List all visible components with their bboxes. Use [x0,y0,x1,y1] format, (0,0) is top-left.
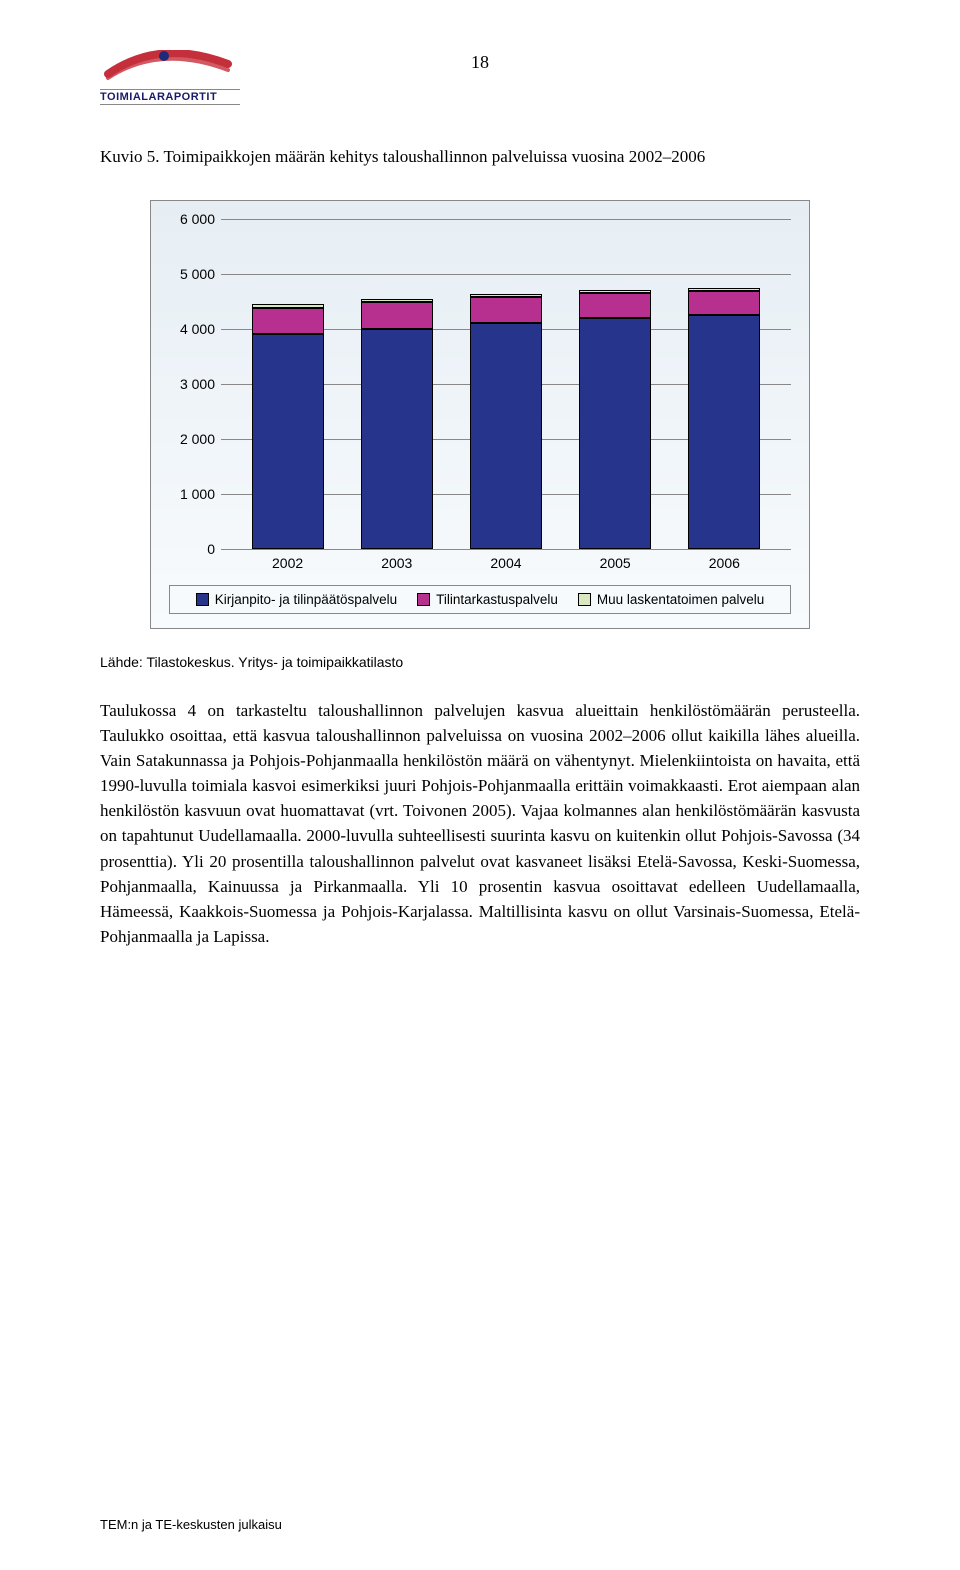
x-tick-label: 2004 [470,555,542,571]
source-line: Lähde: Tilastokeskus. Yritys- ja toimipa… [100,654,860,670]
legend-label: Tilintarkastuspalvelu [436,592,558,607]
y-tick-label: 0 [163,541,215,557]
y-tick-label: 3 000 [163,376,215,392]
y-tick-label: 6 000 [163,211,215,227]
bar-stack [252,304,324,548]
bar-segment [361,302,433,328]
plot-area: 01 0002 0003 0004 0005 0006 000 [221,219,791,549]
bar-segment [252,334,324,549]
bar-slot [688,219,760,549]
bar-slot [252,219,324,549]
bar-slot [470,219,542,549]
logo-arc-icon [100,50,238,82]
bar-stack [470,294,542,549]
x-tick-label: 2003 [361,555,433,571]
legend-swatch [578,593,591,606]
legend-label: Muu laskentatoimen palvelu [597,592,764,607]
bar-segment [688,291,760,315]
gridline [221,549,791,550]
page-footer: TEM:n ja TE-keskusten julkaisu [100,1517,282,1532]
legend-label: Kirjanpito- ja tilinpäätöspalvelu [215,592,397,607]
figure-title: Toimipaikkojen määrän kehitys taloushall… [163,147,705,166]
legend-swatch [417,593,430,606]
bar-segment [470,297,542,323]
legend-swatch [196,593,209,606]
chart-box: 01 0002 0003 0004 0005 0006 000 20022003… [150,200,810,629]
bars-group [221,219,791,549]
legend-item: Muu laskentatoimen palvelu [578,592,764,607]
page-header: TOIMIALARAPORTIT 18 [100,50,860,105]
x-axis: 2002 2003 2004 2005 2006 [221,555,791,571]
chart-legend: Kirjanpito- ja tilinpäätöspalvelu Tilinta… [169,585,791,614]
y-tick-label: 2 000 [163,431,215,447]
x-tick-label: 2005 [579,555,651,571]
x-tick-label: 2002 [252,555,324,571]
brand-name: TOIMIALARAPORTIT [100,89,240,105]
legend-item: Tilintarkastuspalvelu [417,592,558,607]
bar-segment [361,329,433,549]
bar-segment [579,318,651,549]
figure-caption: Kuvio 5. Toimipaikkojen määrän kehitys t… [100,145,860,170]
bar-slot [579,219,651,549]
bar-segment [470,323,542,549]
y-tick-label: 1 000 [163,486,215,502]
bar-stack [688,288,760,549]
bar-stack [361,299,433,549]
bar-slot [361,219,433,549]
bar-segment [579,293,651,318]
figure-label: Kuvio 5. [100,147,160,166]
x-tick-label: 2006 [688,555,760,571]
brand-logo: TOIMIALARAPORTIT [100,50,240,105]
bar-segment [688,315,760,549]
bar-stack [579,290,651,549]
y-tick-label: 4 000 [163,321,215,337]
y-tick-label: 5 000 [163,266,215,282]
body-paragraph: Taulukossa 4 on tarkasteltu taloushallin… [100,698,860,950]
legend-item: Kirjanpito- ja tilinpäätöspalvelu [196,592,397,607]
page-number: 18 [240,52,720,73]
bar-segment [252,308,324,334]
chart-container: 01 0002 0003 0004 0005 0006 000 20022003… [150,200,810,629]
